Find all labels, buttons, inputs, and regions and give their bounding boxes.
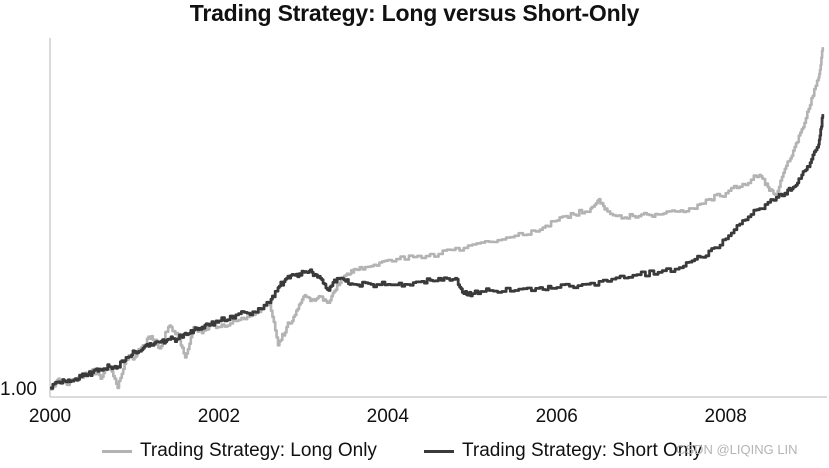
x-tick-label-2008: 2008 xyxy=(705,406,747,427)
x-tick-label-2004: 2004 xyxy=(367,406,410,427)
legend-swatch-short-only xyxy=(424,450,454,453)
x-tick-label-2006: 2006 xyxy=(536,406,578,427)
legend-label-long-only: Trading Strategy: Long Only xyxy=(140,440,377,462)
series-line-short-only xyxy=(50,114,823,388)
legend-item-long-only: Trading Strategy: Long Only xyxy=(102,440,377,462)
legend-label-short-only: Trading Strategy: Short Only xyxy=(462,440,702,462)
y-tick-label-1-00: 1.00 xyxy=(0,379,37,400)
legend-item-short-only: Trading Strategy: Short Only xyxy=(424,440,702,462)
line-chart-plot: 2000 2002 2004 2006 2008 1.00 xyxy=(0,0,829,440)
legend-swatch-long-only xyxy=(102,450,132,453)
watermark-text: CSDN @LIQING LIN xyxy=(676,442,798,457)
series-line-long-only xyxy=(50,47,823,389)
x-tick-label-2000: 2000 xyxy=(29,406,71,427)
x-tick-label-2002: 2002 xyxy=(198,406,240,427)
